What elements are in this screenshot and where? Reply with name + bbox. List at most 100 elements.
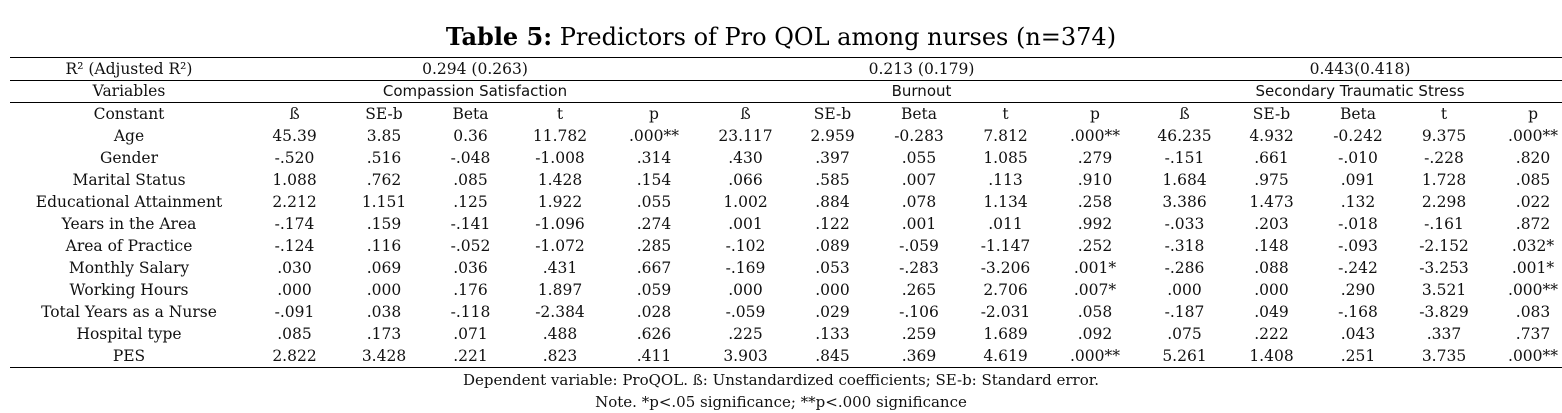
table-cell: -.228 [1424, 149, 1464, 167]
table-cell: 2.822 [248, 345, 341, 368]
table-cell: .173 [366, 325, 402, 343]
table-cell: .992 [1077, 215, 1113, 233]
table-cell: -.286 [1164, 259, 1205, 277]
table-cell: 3.386 [1162, 193, 1207, 211]
table-cell: 1.151 [361, 193, 407, 211]
group-compassion-satisfaction: Compassion Satisfaction [248, 80, 702, 103]
table-cell: .000 [1254, 281, 1289, 299]
table-cell: .737 [1515, 325, 1551, 343]
table-cell: 1.684 [1162, 171, 1207, 189]
table-cell: 9.375 [1421, 127, 1467, 145]
table-cell: -1.072 [535, 237, 585, 255]
table-cell: .083 [1515, 303, 1551, 321]
constant-header: Constant [93, 105, 165, 123]
row-label: Working Hours [69, 281, 189, 299]
table-cell: .066 [728, 171, 763, 189]
table-cell: .431 [542, 259, 578, 277]
table-cell: .585 [815, 171, 850, 189]
table-cell: -3.206 [980, 259, 1031, 277]
table-cell: -.033 [1164, 215, 1205, 233]
column-header-row: Constant ß SE-b Beta t p ß SE-b Beta t p ß SE-b Beta… [10, 103, 1562, 126]
table-cell: .000** [628, 127, 679, 145]
footnote-dependent-variable: Dependent variable: ProQOL. ß: Unstandar… [462, 371, 1100, 389]
table-cell: .049 [1254, 303, 1289, 321]
table-cell: -.102 [725, 237, 766, 255]
table-cell: -2.152 [1419, 237, 1469, 255]
table-cell: -.161 [1424, 215, 1464, 233]
row-label: Area of Practice [65, 237, 193, 255]
table-title-number: Table 5: [445, 22, 553, 51]
table-cell: 2.298 [1421, 193, 1467, 211]
table-row: PES 2.822 3.428.221.823.411 3.903.845.369 4.… [10, 345, 1562, 368]
table-cell: .085 [277, 325, 312, 343]
table-cell: .285 [636, 237, 672, 255]
column-header: p [1090, 105, 1100, 123]
table-cell: .488 [542, 325, 578, 343]
table-cell: -3.829 [1419, 303, 1469, 321]
r2-compassion-satisfaction: 0.294 (0.263) [248, 57, 702, 81]
table-cell: 3.85 [366, 127, 402, 145]
table-cell: .823 [514, 345, 606, 368]
row-label: Total Years as a Nurse [41, 303, 217, 321]
table-cell: -.059 [899, 237, 939, 255]
table-cell: 46.235 [1157, 127, 1212, 145]
table-cell: .279 [1077, 149, 1113, 167]
table-cell: 5.261 [1141, 345, 1228, 368]
table-row: Marital Status 1.088 .762 .085 1.428 .154 .066… [10, 169, 1562, 191]
table-cell: 1.134 [983, 193, 1028, 211]
row-label: Gender [99, 149, 159, 167]
table-cell: -2.031 [980, 303, 1031, 321]
column-header: ß [1179, 105, 1190, 123]
table-cell: 45.39 [272, 127, 317, 145]
table-cell: .058 [1077, 303, 1113, 321]
table-cell: .053 [815, 259, 850, 277]
variables-header: Variables [10, 80, 248, 103]
table-cell: -1.096 [535, 215, 585, 233]
regression-table: R² (Adjusted R²) 0.294 (0.263) 0.213 (0.… [10, 57, 1562, 368]
table-cell: -0.283 [894, 127, 944, 145]
table-cell: .075 [1167, 325, 1202, 343]
table-cell: .000 [366, 281, 402, 299]
table-cell: 23.117 [718, 127, 773, 145]
table-cell: 4.619 [962, 345, 1049, 368]
table-cell: .038 [366, 303, 402, 321]
table-cell: .222 [1254, 325, 1289, 343]
table-cell: -1.147 [980, 237, 1031, 255]
table-cell: -.174 [274, 215, 315, 233]
table-cell: .000** [1049, 345, 1141, 368]
column-header: Beta [452, 105, 489, 123]
table-cell: 4.932 [1249, 127, 1294, 145]
row-label: Monthly Salary [68, 259, 190, 277]
table-row: Hospital type .085 .173 .071 .488 .626 .225 .13… [10, 323, 1562, 345]
table-cell: -.151 [1164, 149, 1205, 167]
column-header: SE-b [813, 105, 852, 123]
table-cell: -.093 [1338, 237, 1378, 255]
table-cell: 3.735 [1401, 345, 1487, 368]
table-cell: .113 [988, 171, 1023, 189]
table-cell: 1.689 [983, 325, 1028, 343]
table-cell: -.052 [450, 237, 491, 255]
table-cell: .022 [1515, 193, 1551, 211]
table-cell: .001 [901, 215, 937, 233]
table-cell: .011 [988, 215, 1023, 233]
table-cell: -.318 [1164, 237, 1205, 255]
table-cell: 1.408 [1228, 345, 1315, 368]
table-cell: 11.782 [532, 127, 588, 145]
table-cell: .251 [1315, 345, 1401, 368]
table-cell: .001* [1073, 259, 1117, 277]
table-cell: .000 [815, 281, 850, 299]
table-row: Total Years as a Nurse -.091 .038 -.118 -2.3… [10, 301, 1562, 323]
table-cell: .078 [901, 193, 937, 211]
table-cell: .910 [1077, 171, 1113, 189]
table-cell: .032* [1511, 237, 1555, 255]
table-cell: .089 [815, 237, 850, 255]
table-cell: .133 [815, 325, 850, 343]
row-label: Age [113, 127, 145, 145]
table-cell: .000** [1487, 345, 1562, 368]
table-cell: -.283 [899, 259, 939, 277]
table-cell: .085 [1515, 171, 1551, 189]
table-cell: .148 [1254, 237, 1289, 255]
table-cell: .884 [815, 193, 850, 211]
table-cell: .221 [427, 345, 514, 368]
group-burnout: Burnout [702, 80, 1141, 103]
